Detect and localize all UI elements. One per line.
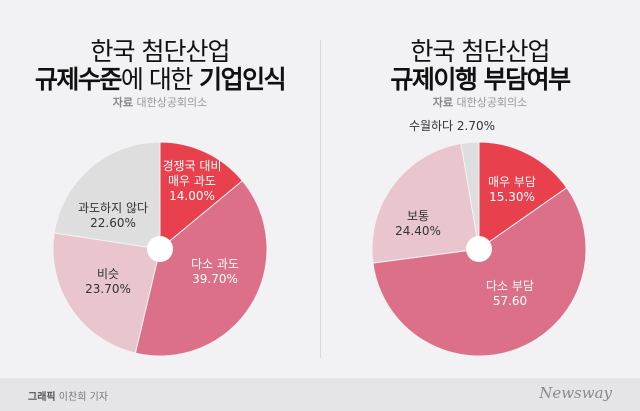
slice-label: 57.60 [493,294,527,308]
slice-label: 15.30% [489,190,535,204]
pie-slice [372,187,587,357]
right-source-label: 자료 [432,96,453,109]
divider [320,40,321,358]
slice-label: 비슷 [97,267,119,281]
donut-hole [466,236,492,262]
slice-label: 경쟁국 대비 [162,159,221,173]
slice-label: 39.70% [192,272,238,286]
slice-label: 수월하다 2.70% [409,119,495,133]
pie-slice [52,232,161,354]
credit-name: 이찬희 기자 [58,392,108,403]
pie-slice [134,180,268,357]
slice-label: 과도하지 않다 [78,201,148,215]
slice-label: 22.60% [90,216,136,230]
right-source: 자료 대한상공회의소 [320,94,640,110]
left-source-label: 자료 [112,96,133,109]
slice-label: 다소 과도 [191,257,239,271]
pie-slice [478,141,568,250]
slice-label: 14.00% [169,189,215,203]
credit-label: 그래픽 [28,392,56,403]
left-title-bold2: 기업인식 [199,65,287,94]
pie-slice [159,141,244,251]
left-title-line2: 규제수준에 대한 기업인식 [0,60,320,96]
pie-slice [460,141,480,250]
left-source-text: 대한상공회의소 [136,96,208,109]
right-title-line1: 한국 첨단산업 [410,37,551,66]
right-source-text: 대한상공회의소 [456,96,528,109]
slice-label: 다소 부담 [486,279,534,293]
footer: 그래픽 이찬희 기자 Newsway [0,378,640,411]
left-title-thin: 에 대한 [120,65,193,94]
slice-label: 23.70% [85,282,131,296]
left-source: 자료 대한상공회의소 [0,94,320,110]
donut-hole [147,236,173,262]
slice-label: 매우 부담 [488,175,536,189]
slice-label: 매우 과도 [168,174,216,188]
slice-label: 보통 [407,209,429,223]
right-title-line2: 규제이행 부담여부 [390,65,571,94]
pie-slice [371,142,480,264]
pie-slice [53,141,161,250]
credit: 그래픽 이찬희 기자 [28,388,108,403]
left-title-line1: 한국 첨단산업 [90,37,231,66]
left-title-bold1: 규제수준 [34,65,123,94]
newsway-logo: Newsway [539,384,612,402]
slice-label: 24.40% [395,224,441,238]
